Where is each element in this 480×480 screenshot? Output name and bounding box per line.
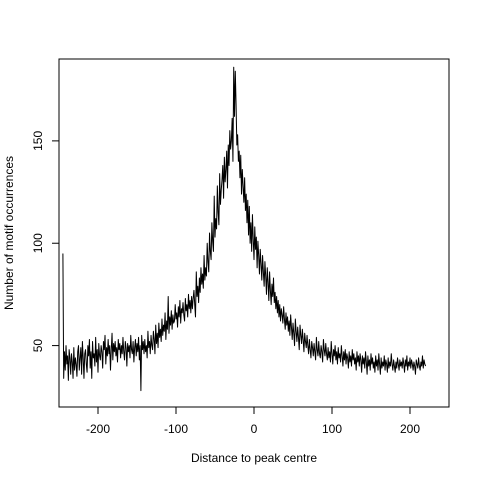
x-tick-label: -100 xyxy=(164,422,188,436)
y-tick-label: 100 xyxy=(31,233,45,253)
y-axis-title: Number of motif occurrences xyxy=(2,156,16,310)
x-tick-label: 200 xyxy=(400,422,420,436)
x-tick-label: -200 xyxy=(86,422,110,436)
x-tick-label: 0 xyxy=(251,422,258,436)
x-axis-title: Distance to peak centre xyxy=(191,451,317,465)
y-tick-label: 150 xyxy=(31,131,45,151)
data-layer xyxy=(62,66,427,392)
y-axis: 50 100 150 xyxy=(31,131,59,353)
x-axis: -200 -100 0 100 200 xyxy=(86,407,420,436)
y-tick-label: 50 xyxy=(31,339,45,353)
x-tick-label: 100 xyxy=(322,422,342,436)
series-line xyxy=(62,66,427,392)
